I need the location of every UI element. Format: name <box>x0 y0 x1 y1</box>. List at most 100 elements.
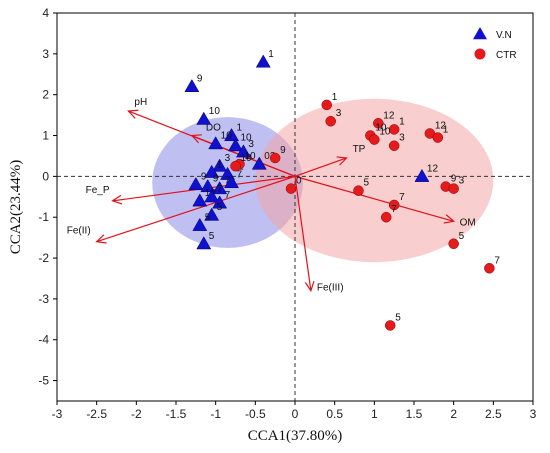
point-ctr <box>388 124 400 135</box>
point-ctr <box>484 263 495 274</box>
point-ctr <box>321 99 332 111</box>
vector-om <box>294 175 454 222</box>
vector-arrowhead-do <box>190 134 202 144</box>
point-vn <box>228 138 243 152</box>
x-tick-label: -1 <box>210 407 221 421</box>
point-ctr <box>373 118 384 129</box>
point-label: 10 <box>375 123 387 134</box>
point-vn <box>212 181 228 195</box>
point-vn <box>212 158 228 172</box>
point-label: 1 <box>237 123 243 134</box>
x-tick-label: 0 <box>292 407 299 421</box>
point-label: 03 <box>264 151 276 162</box>
point-vn <box>208 136 224 150</box>
point-label: 10 <box>209 106 221 117</box>
point-label: 7 <box>391 204 397 215</box>
vector-label-om: OM <box>460 217 476 228</box>
y-tick-label: 3 <box>42 47 49 61</box>
point-ctr <box>388 140 400 151</box>
sample-points: 1910110103033112997712775551213121101031… <box>184 49 500 331</box>
x-tick-label: 3 <box>530 407 537 421</box>
point-label: 7 <box>494 255 500 266</box>
legend-marker-vn <box>473 27 487 40</box>
point-vn <box>192 217 208 231</box>
x-tick-label: -1.5 <box>166 407 187 421</box>
vector-label-do: DO <box>206 123 221 134</box>
point-label: 10 <box>379 127 391 138</box>
point-label: 7 <box>217 184 223 195</box>
point-label: 9 <box>201 172 207 183</box>
point-label: 12 <box>435 120 447 131</box>
point-label: 7 <box>225 190 231 201</box>
vector-arrowhead-om <box>443 214 455 224</box>
point-ctr <box>325 115 336 127</box>
vector-arrowhead-ph <box>127 109 139 119</box>
legend-label: V.N <box>496 30 512 41</box>
axis-ticks: -3 -2.5 -2 -1.5 -1 -0.5 0 0.5 1 1.5 2 2.5 343210-1-2… <box>38 6 536 421</box>
point-vn <box>212 195 228 209</box>
y-tick-label: -4 <box>38 333 49 347</box>
point-ctr <box>269 152 281 164</box>
y-tick-label: -2 <box>38 251 49 265</box>
point-vn <box>200 179 216 193</box>
x-axis-title: CCA1(37.80%) <box>248 428 343 444</box>
point-ctr <box>448 238 459 250</box>
point-label: 9 <box>280 145 286 156</box>
point-label: 9 <box>451 174 457 185</box>
point-label: 3 <box>459 176 465 187</box>
point-vn <box>251 156 267 170</box>
point-ctr <box>388 199 400 211</box>
x-tick-label: -2.5 <box>86 407 107 421</box>
point-ctr <box>384 320 396 331</box>
point-ctr <box>432 132 444 143</box>
x-tick-label: 0.5 <box>326 407 343 421</box>
legend: V.N CTR <box>473 27 517 61</box>
point-vn <box>188 177 204 191</box>
point-label: 5 <box>209 231 215 242</box>
point-label: 12 <box>383 110 395 121</box>
y-axis-title: CCA2(23.44%) <box>8 160 24 255</box>
x-tick-label: 2.5 <box>485 407 502 421</box>
point-ctr <box>230 160 241 172</box>
point-label: 1 <box>443 125 449 136</box>
point-vn <box>255 54 271 68</box>
point-vn <box>204 207 220 221</box>
y-tick-label: 2 <box>42 88 49 102</box>
point-ctr <box>369 134 380 145</box>
point-label: 10 <box>241 133 253 144</box>
vector-arrowhead-fe-iii <box>304 281 315 293</box>
vector-label-fe-p: Fe_P <box>86 185 110 196</box>
vector-tp <box>294 157 347 177</box>
vector-label-tp: TP <box>353 144 366 155</box>
x-tick-label: -3 <box>52 407 63 421</box>
legend-marker-ctr <box>474 48 486 60</box>
y-tick-label: 4 <box>42 6 49 20</box>
y-tick-label: -3 <box>38 292 49 306</box>
point-label: 7 <box>237 169 243 180</box>
point-label: 9 <box>213 174 219 185</box>
point-vn <box>204 164 220 178</box>
legend-label: CTR <box>496 50 517 61</box>
point-vn <box>414 168 430 182</box>
vector-fe-iii <box>294 176 312 291</box>
x-tick-label: 1 <box>371 407 378 421</box>
point-label: 7 <box>399 192 405 203</box>
point-vn <box>236 144 251 158</box>
point-ctr <box>353 185 364 196</box>
point-vn <box>184 79 200 93</box>
x-tick-label: 2 <box>450 407 457 421</box>
point-label: 10 <box>221 131 233 142</box>
point-ctr <box>448 183 459 194</box>
point-ctr <box>285 183 297 194</box>
point-vn <box>196 111 212 125</box>
x-tick-label: 1.5 <box>406 407 423 421</box>
y-tick-label: -1 <box>38 210 49 224</box>
point-label: 1 <box>217 159 223 170</box>
point-vn <box>224 128 239 142</box>
point-label: 1 <box>332 92 338 103</box>
point-label: 5 <box>217 202 223 213</box>
vector-fe-ii <box>96 175 296 243</box>
point-label: 1 <box>268 49 274 60</box>
y-tick-label: 1 <box>42 129 49 143</box>
point-label: 10 <box>244 151 256 162</box>
